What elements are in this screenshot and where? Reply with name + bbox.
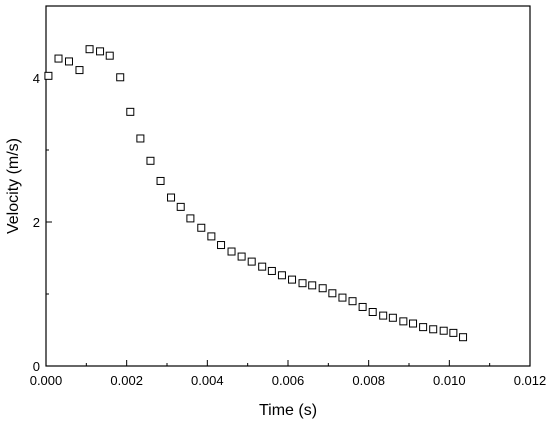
- data-point: [64, 57, 73, 66]
- x-tick-label: 0.010: [433, 373, 466, 388]
- data-point: [176, 202, 185, 211]
- data-point: [105, 51, 114, 60]
- x-tick-label: 0.008: [352, 373, 385, 388]
- data-point: [96, 47, 105, 56]
- data-point: [358, 302, 367, 311]
- data-point: [247, 257, 256, 266]
- data-point: [368, 308, 377, 316]
- data-point: [419, 323, 428, 332]
- data-point: [156, 176, 165, 185]
- data-point: [379, 311, 388, 320]
- data-point: [328, 289, 337, 298]
- data-point: [429, 325, 438, 334]
- data-point: [116, 73, 125, 82]
- y-axis: 0 2 4: [33, 71, 52, 374]
- data-point: [308, 281, 317, 290]
- data-point: [318, 284, 327, 293]
- data-point: [277, 271, 286, 280]
- data-point: [258, 262, 267, 271]
- x-axis: 0.000 0.002 0.004 0.006 0.008 0.010 0.012: [30, 360, 547, 388]
- data-point: [267, 266, 276, 275]
- data-point: [44, 71, 53, 80]
- data-point: [75, 66, 84, 75]
- x-tick-label: 0.004: [191, 373, 224, 388]
- data-point: [146, 156, 155, 165]
- data-point: [85, 45, 94, 54]
- data-point: [126, 107, 135, 116]
- x-tick-label: 0.002: [110, 373, 143, 388]
- data-point: [439, 326, 448, 335]
- data-point: [136, 134, 145, 143]
- y-tick-label: 2: [33, 215, 40, 230]
- plot-frame: [45, 5, 531, 367]
- data-point: [409, 319, 418, 328]
- data-point: [197, 223, 206, 232]
- data-point: [186, 214, 195, 223]
- data-point: [237, 252, 246, 261]
- x-axis-label: Time (s): [259, 402, 317, 419]
- x-tick-label: 0.000: [30, 373, 63, 388]
- y-tick-label: 4: [33, 71, 40, 86]
- data-point: [399, 317, 408, 326]
- data-series: [44, 45, 468, 342]
- data-point: [227, 247, 236, 256]
- data-point: [348, 297, 357, 306]
- data-point: [207, 232, 216, 241]
- data-point: [217, 241, 226, 250]
- data-point: [288, 275, 297, 284]
- data-point: [54, 54, 63, 63]
- x-tick-label: 0.012: [514, 373, 547, 388]
- data-point: [459, 333, 468, 342]
- y-axis-label: Velocity (m/s): [5, 138, 22, 234]
- data-point: [298, 279, 307, 288]
- y-tick-label: 0: [33, 359, 40, 374]
- data-point: [388, 313, 397, 322]
- data-point: [167, 193, 176, 202]
- x-tick-label: 0.006: [272, 373, 305, 388]
- data-point: [449, 328, 458, 337]
- data-point: [338, 293, 347, 302]
